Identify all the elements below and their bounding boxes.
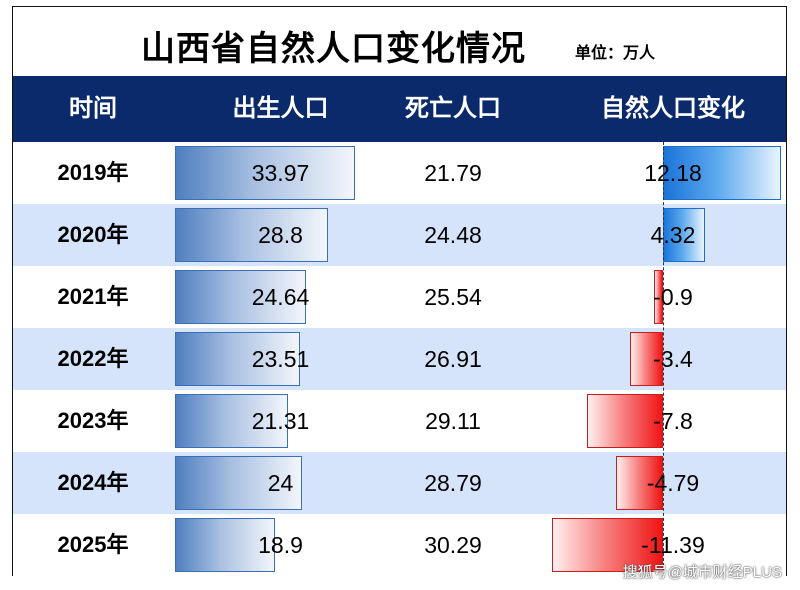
year-label: 2025年 [57,532,129,557]
deaths-value: 29.11 [425,408,481,434]
natural-change-bar [654,270,663,324]
year-label: 2022年 [57,346,129,371]
births-bar [175,270,306,324]
births-value: 28.8 [258,222,303,248]
deaths-value: 30.29 [424,532,482,558]
table-row: 2021年 24.64 25.54 -0.9 [13,266,786,328]
births-value: 24.64 [251,284,310,310]
natural-change-value: -0.9 [653,284,693,310]
table-header: 时间 出生人口 死亡人口 自然人口变化 [13,76,786,142]
births-value: 18.9 [258,532,303,558]
year-label: 2023年 [57,408,129,433]
natural-change-bar [663,146,781,200]
deaths-value: 25.54 [424,284,482,310]
header-time: 时间 [69,95,117,122]
table-row: 2023年 21.31 29.11 -7.8 [13,390,786,452]
births-value: 21.31 [251,408,310,434]
year-label: 2024年 [57,470,129,495]
births-bar [175,146,355,200]
table-row: 2022年 23.51 26.91 -3.4 [13,328,786,390]
title-row: 山西省自然人口变化情况 单位：万人 [13,7,786,75]
year-label: 2019年 [57,160,129,185]
births-bar [175,518,276,572]
natural-change-bar [663,208,705,262]
natural-change-value: -11.39 [641,532,705,558]
year-label: 2020年 [57,222,129,247]
header-births: 出生人口 [232,95,329,122]
births-bar [175,208,328,262]
natural-change-bar [629,332,663,386]
births-value: 24 [267,470,294,496]
births-bar [175,456,303,510]
deaths-value: 28.79 [424,470,482,496]
natural-change-value: -7.8 [653,408,693,434]
deaths-value: 21.79 [424,160,482,186]
page-title: 山西省自然人口变化情况 [141,30,526,68]
natural-change-bar [616,456,663,510]
zero-axis-line [663,142,664,576]
header-deaths: 死亡人口 [405,95,501,122]
table-row: 2025年 18.9 30.29 -11.39 [13,514,786,576]
births-bar [175,332,300,386]
natural-change-value: 12.18 [644,160,702,186]
deaths-value: 24.48 [424,222,482,248]
births-value: 33.97 [251,160,310,186]
natural-change-bar [552,518,663,572]
year-label: 2021年 [57,284,129,309]
table-row: 2019年 33.97 21.79 12.18 [13,142,786,204]
table-row: 2024年 24 28.79 -4.79 [13,452,786,514]
births-value: 23.51 [251,346,310,372]
unit-label: 单位：万人 [575,45,656,62]
natural-change-bar [586,394,663,448]
natural-change-value: -3.4 [653,346,693,372]
deaths-value: 26.91 [424,346,482,372]
natural-change-value: 4.32 [650,222,696,248]
chart-frame: 山西省自然人口变化情况 单位：万人 时间 出生人口 死亡人口 自然人口变化 20… [12,6,787,576]
natural-change-value: -4.79 [646,470,700,496]
header-natural-change: 自然人口变化 [601,95,745,122]
births-bar [175,394,288,448]
watermark: 搜狐号@城市财经PLUS [622,564,782,581]
table-row: 2020年 28.8 24.48 4.32 [13,204,786,266]
